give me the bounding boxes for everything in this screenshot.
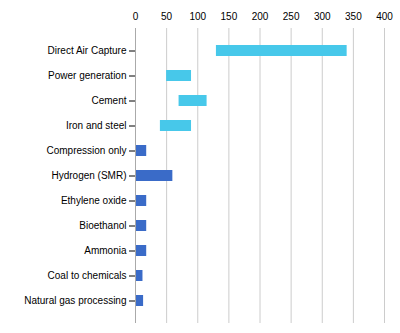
svg-text:0: 0: [133, 11, 139, 22]
svg-text:400: 400: [376, 11, 393, 22]
svg-text:100: 100: [189, 11, 206, 22]
svg-text:Iron and steel: Iron and steel: [66, 120, 127, 131]
svg-text:Compression only: Compression only: [46, 145, 126, 156]
svg-text:Power generation: Power generation: [48, 70, 126, 81]
svg-text:Coal to chemicals: Coal to chemicals: [48, 270, 127, 281]
svg-text:50: 50: [161, 11, 173, 22]
svg-text:Bioethanol: Bioethanol: [79, 220, 126, 231]
svg-text:Ethylene oxide: Ethylene oxide: [61, 195, 127, 206]
svg-text:Natural gas processing: Natural gas processing: [24, 295, 126, 306]
svg-text:Cement: Cement: [91, 95, 126, 106]
svg-text:Ammonia: Ammonia: [84, 245, 127, 256]
svg-text:150: 150: [221, 11, 238, 22]
svg-text:200: 200: [252, 11, 269, 22]
svg-text:Direct Air Capture: Direct Air Capture: [48, 45, 127, 56]
svg-text:300: 300: [314, 11, 331, 22]
svg-text:250: 250: [283, 11, 300, 22]
svg-text:350: 350: [345, 11, 362, 22]
svg-text:Hydrogen (SMR): Hydrogen (SMR): [51, 170, 126, 181]
